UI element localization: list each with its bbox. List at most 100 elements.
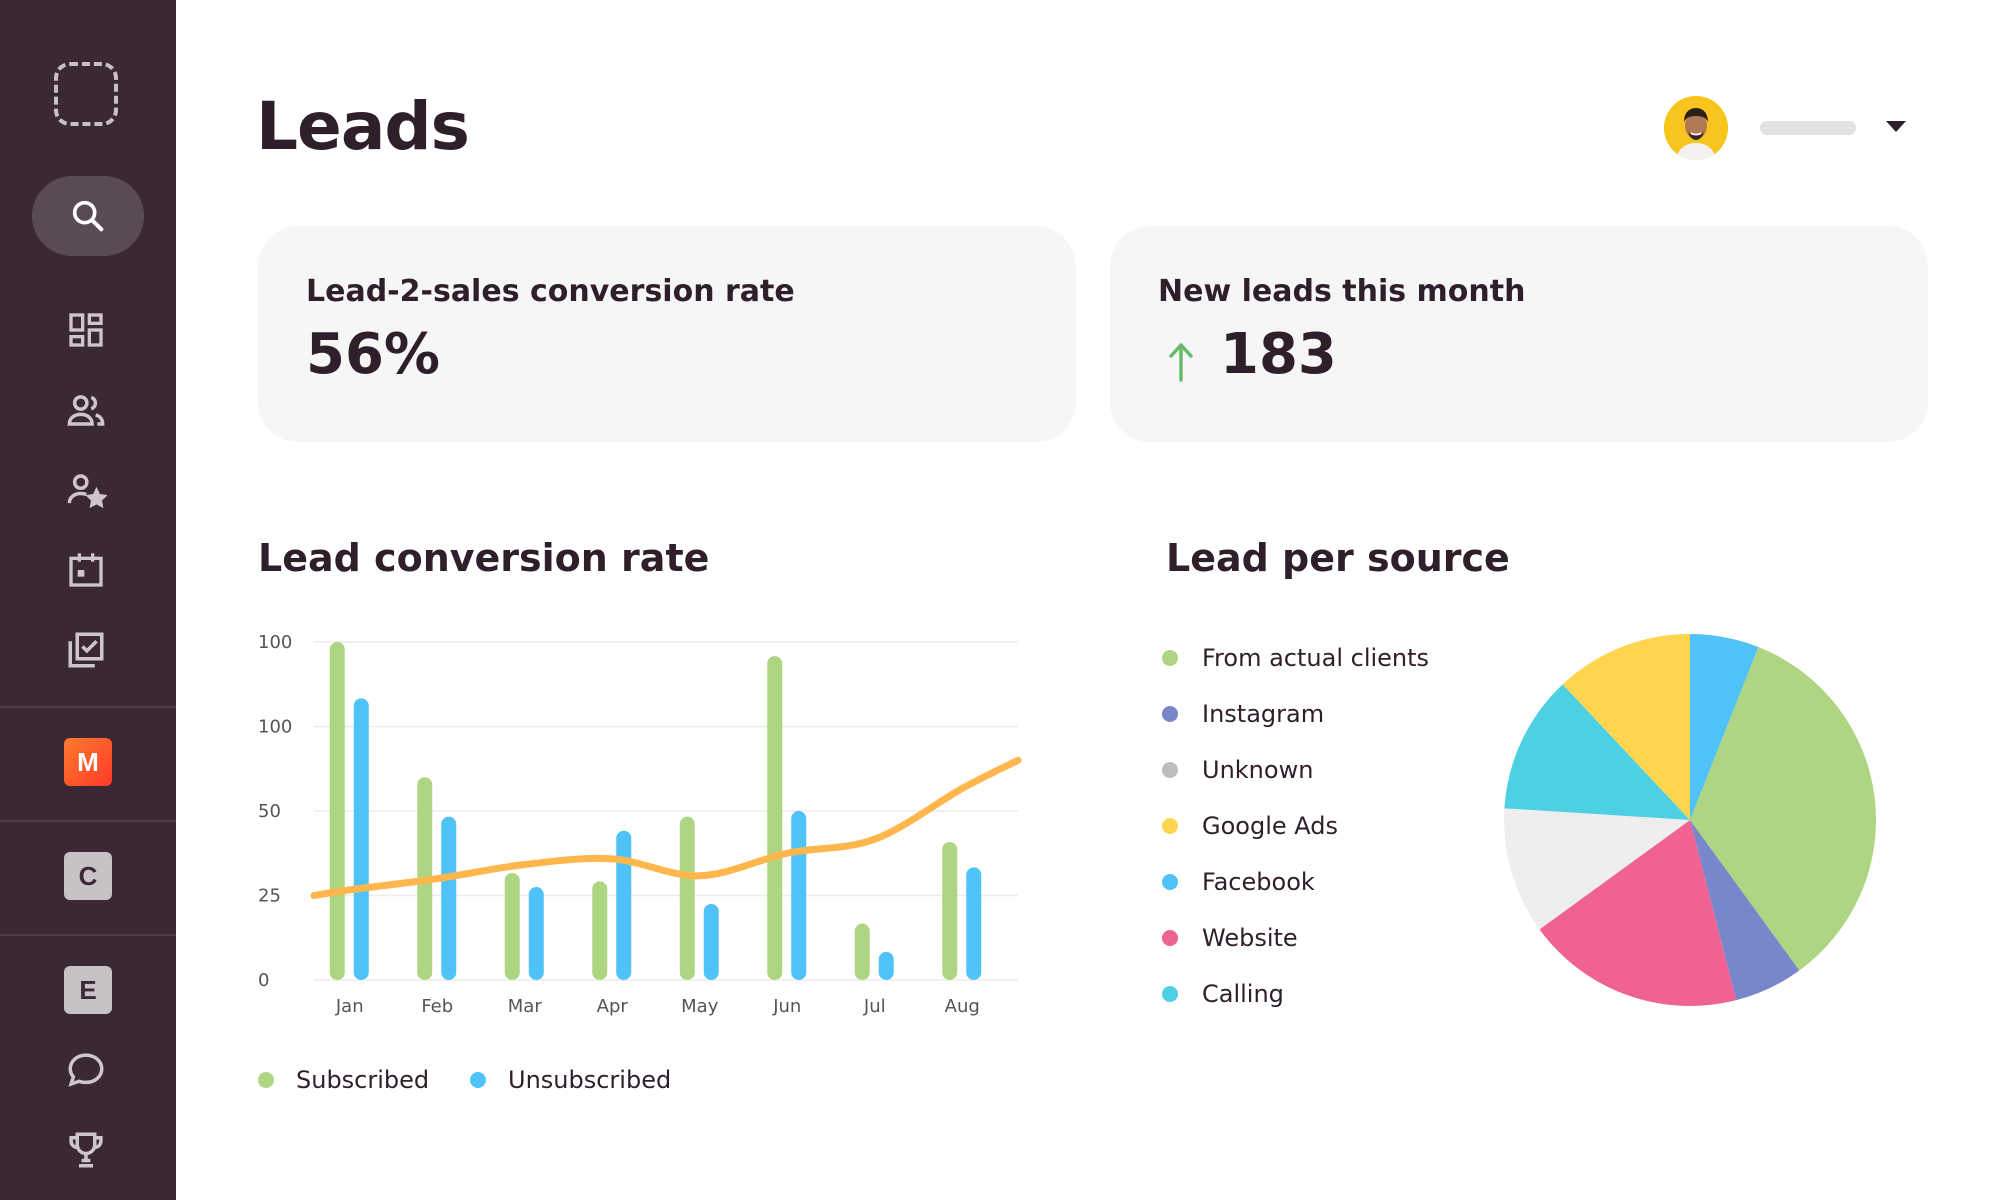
x-tick-label: Mar bbox=[508, 996, 543, 1017]
sidebar-divider bbox=[0, 706, 176, 708]
bar-subscribed bbox=[329, 642, 345, 980]
x-tick-label: Apr bbox=[597, 996, 629, 1017]
bar-subscribed bbox=[504, 872, 520, 980]
lead-source-pie-chart bbox=[1504, 634, 1876, 1006]
sidebar-item-tasks[interactable] bbox=[60, 624, 112, 676]
legend-item-unsubscribed[interactable]: Unsubscribed bbox=[470, 1066, 671, 1094]
pie-slice bbox=[1690, 634, 1759, 820]
people-icon bbox=[67, 395, 105, 426]
legend-label: Calling bbox=[1202, 980, 1284, 1008]
tasks-check-icon bbox=[68, 632, 104, 668]
pie-legend-item[interactable]: Google Ads bbox=[1162, 798, 1429, 854]
x-tick-label: Jun bbox=[772, 996, 801, 1017]
search-button[interactable] bbox=[32, 176, 144, 256]
kpi-label: Lead-2-sales conversion rate bbox=[306, 274, 795, 309]
legend-dot bbox=[1162, 762, 1178, 778]
kpi-value: 183 bbox=[1220, 322, 1337, 387]
bar-unsubscribed bbox=[528, 887, 544, 980]
pie-legend-item[interactable]: Instagram bbox=[1162, 686, 1429, 742]
legend-dot-unsubscribed bbox=[470, 1072, 486, 1088]
chat-bubble-icon bbox=[68, 1053, 104, 1087]
sidebar-item-dashboard[interactable] bbox=[60, 304, 112, 356]
y-tick-label: 0 bbox=[258, 970, 269, 991]
bar-unsubscribed bbox=[878, 951, 894, 980]
x-tick-label: Jan bbox=[335, 996, 364, 1017]
pie-slice bbox=[1504, 808, 1690, 930]
calendar-icon bbox=[69, 553, 103, 587]
dashboard-icon bbox=[69, 313, 103, 347]
arrow-up-icon bbox=[1169, 343, 1193, 382]
legend-item-subscribed[interactable]: Subscribed bbox=[258, 1066, 429, 1094]
bar-unsubscribed bbox=[791, 811, 807, 980]
pie-slice bbox=[1562, 634, 1690, 820]
sidebar-divider bbox=[0, 934, 176, 936]
bar-unsubscribed bbox=[616, 830, 632, 980]
legend-dot bbox=[1162, 650, 1178, 666]
sidebar-item-favorite-contacts[interactable] bbox=[60, 464, 112, 516]
y-tick-label: 100 bbox=[258, 632, 292, 653]
pie-slice bbox=[1539, 820, 1737, 1006]
sidebar-item-achievements[interactable] bbox=[60, 1124, 112, 1176]
x-tick-label: Aug bbox=[945, 996, 980, 1017]
pie-legend-item[interactable]: From actual clients bbox=[1162, 630, 1429, 686]
kpi-value: 56% bbox=[306, 322, 441, 387]
legend-dot bbox=[1162, 874, 1178, 890]
y-tick-label: 50 bbox=[258, 801, 281, 822]
pie-legend-item[interactable]: Calling bbox=[1162, 966, 1429, 1022]
y-tick-label: 100 bbox=[258, 717, 292, 738]
user-avatar-icon bbox=[1664, 96, 1728, 160]
kpi-label: New leads this month bbox=[1158, 274, 1526, 309]
legend-label: From actual clients bbox=[1202, 644, 1430, 672]
logo-placeholder[interactable] bbox=[54, 62, 118, 126]
user-name-placeholder[interactable] bbox=[1760, 121, 1856, 135]
workspace-m-button[interactable]: M bbox=[64, 738, 112, 786]
x-tick-label: Jul bbox=[863, 996, 886, 1017]
chevron-down-icon[interactable] bbox=[1886, 121, 1906, 132]
bar-subscribed bbox=[942, 841, 958, 980]
pie-legend: From actual clients Instagram Unknown Go… bbox=[1162, 630, 1429, 1022]
legend-dot bbox=[1162, 818, 1178, 834]
bar-subscribed bbox=[592, 881, 608, 980]
legend-dot-subscribed bbox=[258, 1072, 274, 1088]
legend-label: Google Ads bbox=[1202, 812, 1338, 840]
bar-unsubscribed bbox=[353, 698, 369, 980]
search-icon bbox=[72, 200, 104, 232]
y-tick-label: 25 bbox=[258, 886, 281, 907]
bar-unsubscribed bbox=[966, 867, 982, 980]
sidebar-item-chat[interactable] bbox=[60, 1044, 112, 1096]
legend-label: Facebook bbox=[1202, 868, 1315, 896]
pie-slice bbox=[1504, 684, 1690, 820]
pie-legend-item[interactable]: Website bbox=[1162, 910, 1429, 966]
x-tick-label: Feb bbox=[421, 996, 453, 1017]
avatar[interactable] bbox=[1664, 96, 1728, 160]
sidebar: M C E bbox=[0, 0, 176, 1200]
pie-legend-item[interactable]: Facebook bbox=[1162, 854, 1429, 910]
sidebar-divider bbox=[0, 820, 176, 822]
legend-label: Instagram bbox=[1202, 700, 1325, 728]
workspace-e-button[interactable]: E bbox=[64, 966, 112, 1014]
section-title-conversion: Lead conversion rate bbox=[258, 536, 710, 580]
lead-conversion-chart: 0 25 50 100 100 Jan Feb Mar Apr May Jun Jul Aug bbox=[258, 632, 1022, 1017]
pie-legend-item[interactable]: Unknown bbox=[1162, 742, 1429, 798]
workspace-c-button[interactable]: C bbox=[64, 852, 112, 900]
page-title: Leads bbox=[256, 88, 470, 165]
legend-dot bbox=[1162, 706, 1178, 722]
pie-slice bbox=[1690, 820, 1800, 1001]
trend-line bbox=[310, 756, 1022, 899]
pie-slice bbox=[1690, 647, 1876, 971]
sidebar-item-calendar[interactable] bbox=[60, 544, 112, 596]
legend-label: Unsubscribed bbox=[508, 1066, 672, 1094]
bar-subscribed bbox=[679, 816, 695, 980]
bar-unsubscribed bbox=[441, 816, 457, 980]
x-tick-label: May bbox=[681, 996, 719, 1017]
bar-subscribed bbox=[767, 656, 783, 980]
kpi-card-conversion: Lead-2-sales conversion rate 56% bbox=[258, 226, 1076, 442]
sidebar-item-people[interactable] bbox=[60, 384, 112, 436]
legend-dot bbox=[1162, 930, 1178, 946]
legend-dot bbox=[1162, 986, 1178, 1002]
legend-label: Website bbox=[1202, 924, 1298, 952]
bar-unsubscribed bbox=[703, 903, 719, 980]
legend-label: Subscribed bbox=[296, 1066, 430, 1094]
section-title-source: Lead per source bbox=[1166, 536, 1510, 580]
bar-subscribed bbox=[854, 923, 870, 980]
